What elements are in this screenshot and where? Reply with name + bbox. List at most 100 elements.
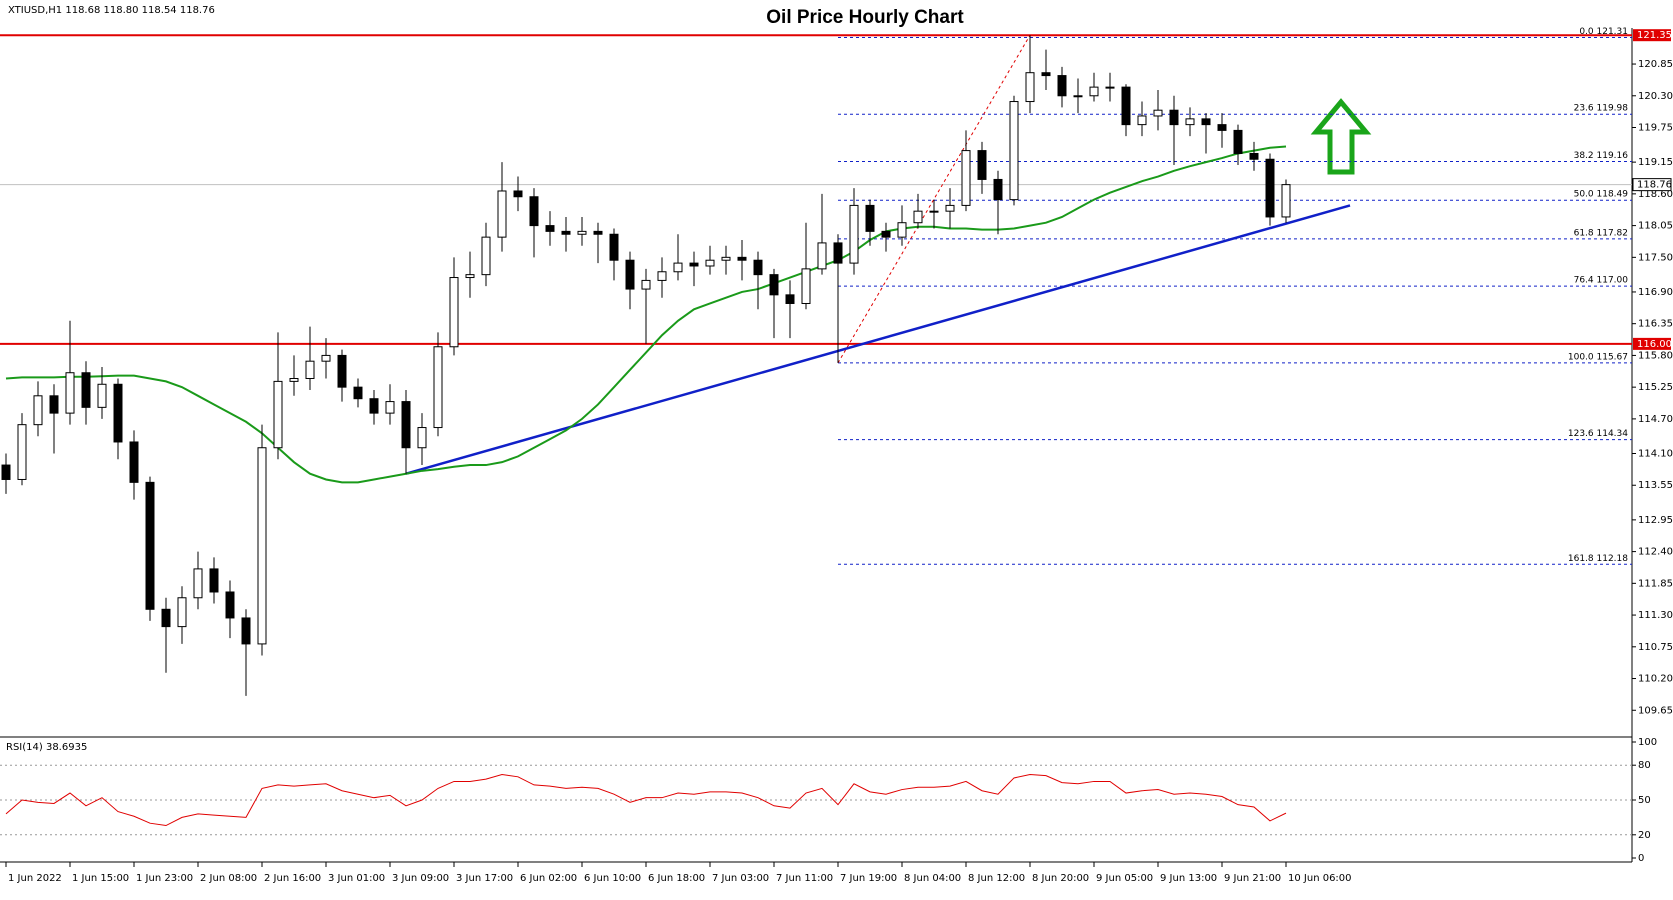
candle-body xyxy=(609,233,619,261)
candle-body xyxy=(1137,115,1147,126)
y-tick-label: 111.85 xyxy=(1638,578,1673,589)
rsi-tick-label: 0 xyxy=(1638,853,1644,864)
candle-body xyxy=(465,274,475,279)
candle-body xyxy=(273,380,283,449)
x-tick-label: 3 Jun 01:00 xyxy=(328,873,385,884)
candle-body xyxy=(913,210,923,224)
y-tick-label: 118.60 xyxy=(1638,189,1673,200)
candle-body xyxy=(369,398,379,414)
candle-body xyxy=(353,386,363,400)
candle-body xyxy=(833,242,843,264)
x-tick-label: 1 Jun 23:00 xyxy=(136,873,193,884)
candle-body xyxy=(81,372,91,408)
x-tick-label: 7 Jun 03:00 xyxy=(712,873,769,884)
rsi-tick-label: 50 xyxy=(1638,795,1651,806)
x-tick-label: 1 Jun 2022 xyxy=(8,873,62,884)
up-arrow xyxy=(1310,98,1372,175)
x-tick-label: 10 Jun 06:00 xyxy=(1288,873,1352,884)
candle-body xyxy=(689,262,699,267)
candle-body xyxy=(1025,72,1035,103)
y-tick-label: 114.70 xyxy=(1638,414,1673,425)
candle-body xyxy=(161,608,171,628)
candle-body xyxy=(1073,95,1083,98)
candle-body xyxy=(449,277,459,348)
rsi-tick-label: 20 xyxy=(1638,830,1651,841)
candle-body xyxy=(753,259,763,276)
candle-body xyxy=(1217,124,1227,131)
rsi-line xyxy=(5,773,1287,827)
fib-label: 38.2 119.16 xyxy=(1574,151,1629,161)
x-tick-label: 2 Jun 16:00 xyxy=(264,873,321,884)
x-tick-label: 8 Jun 04:00 xyxy=(904,873,961,884)
fib-label: 76.4 117.00 xyxy=(1574,276,1629,286)
candle-body xyxy=(1249,152,1259,160)
candle-body xyxy=(113,383,123,443)
candle-body xyxy=(401,401,411,449)
level-tag xyxy=(1633,29,1671,42)
candle-body xyxy=(305,360,315,380)
candle-body xyxy=(817,242,827,270)
candle-body xyxy=(977,150,987,180)
y-tick-label: 118.05 xyxy=(1638,221,1673,232)
symbol-info: XTIUSD,H1 118.68 118.80 118.54 118.76 xyxy=(8,5,215,16)
y-tick-label: 116.90 xyxy=(1638,287,1673,298)
x-tick-label: 8 Jun 20:00 xyxy=(1032,873,1089,884)
fib-label: 123.6 114.34 xyxy=(1568,429,1628,439)
rsi-tick-label: 100 xyxy=(1638,737,1657,748)
level-tag-label: 116.00 xyxy=(1637,339,1672,350)
moving-average xyxy=(5,145,1287,484)
chart-title: Oil Price Hourly Chart xyxy=(766,7,964,28)
level-tag xyxy=(1633,337,1671,350)
last-price-tag xyxy=(1632,178,1672,192)
candle-body xyxy=(737,256,747,261)
y-tick-label: 110.20 xyxy=(1638,674,1673,685)
y-tick-label: 111.30 xyxy=(1638,610,1673,621)
candle-body xyxy=(1233,129,1243,154)
x-tick-label: 9 Jun 13:00 xyxy=(1160,873,1217,884)
candle-body xyxy=(657,271,667,281)
candle-body xyxy=(385,401,395,414)
candle-body xyxy=(49,395,59,414)
candle-body xyxy=(513,190,523,198)
candle-body xyxy=(865,204,875,232)
y-tick-label: 115.80 xyxy=(1638,350,1673,361)
x-tick-label: 1 Jun 15:00 xyxy=(72,873,129,884)
candle-body xyxy=(577,230,587,235)
candle-body xyxy=(849,204,859,264)
y-tick-label: 112.40 xyxy=(1638,547,1673,558)
x-tick-label: 9 Jun 21:00 xyxy=(1224,873,1281,884)
rsi-label: RSI(14) 38.6935 xyxy=(6,742,87,753)
candle-body xyxy=(97,383,107,408)
candle-body xyxy=(673,262,683,273)
candle-body xyxy=(1121,86,1131,126)
candle-body xyxy=(209,568,219,593)
y-tick-label: 117.50 xyxy=(1638,252,1673,263)
rsi-tick-label: 80 xyxy=(1638,760,1651,771)
candle-body xyxy=(705,259,715,267)
candle-body xyxy=(769,274,779,296)
candle-body xyxy=(1009,101,1019,201)
candle-body xyxy=(945,204,955,212)
candle-body xyxy=(1281,184,1291,218)
candle-body xyxy=(433,346,443,429)
x-tick-label: 2 Jun 08:00 xyxy=(200,873,257,884)
trend-line xyxy=(405,204,1351,475)
x-tick-label: 7 Jun 19:00 xyxy=(840,873,897,884)
x-tick-label: 9 Jun 05:00 xyxy=(1096,873,1153,884)
candle-body xyxy=(529,196,539,227)
candle-body xyxy=(129,441,139,483)
fib-label: 50.0 118.49 xyxy=(1574,190,1629,200)
level-tag-label: 121.35 xyxy=(1637,30,1672,41)
candle-body xyxy=(785,294,795,304)
candle-body xyxy=(625,259,635,290)
y-tick-label: 116.35 xyxy=(1638,319,1673,330)
candle-body xyxy=(1,464,11,480)
candle-body xyxy=(801,268,811,304)
y-tick-label: 110.75 xyxy=(1638,642,1673,653)
candle-body xyxy=(1201,118,1211,126)
candle-body xyxy=(881,230,891,238)
x-tick-label: 6 Jun 02:00 xyxy=(520,873,577,884)
last-price-label: 118.76 xyxy=(1637,180,1672,191)
